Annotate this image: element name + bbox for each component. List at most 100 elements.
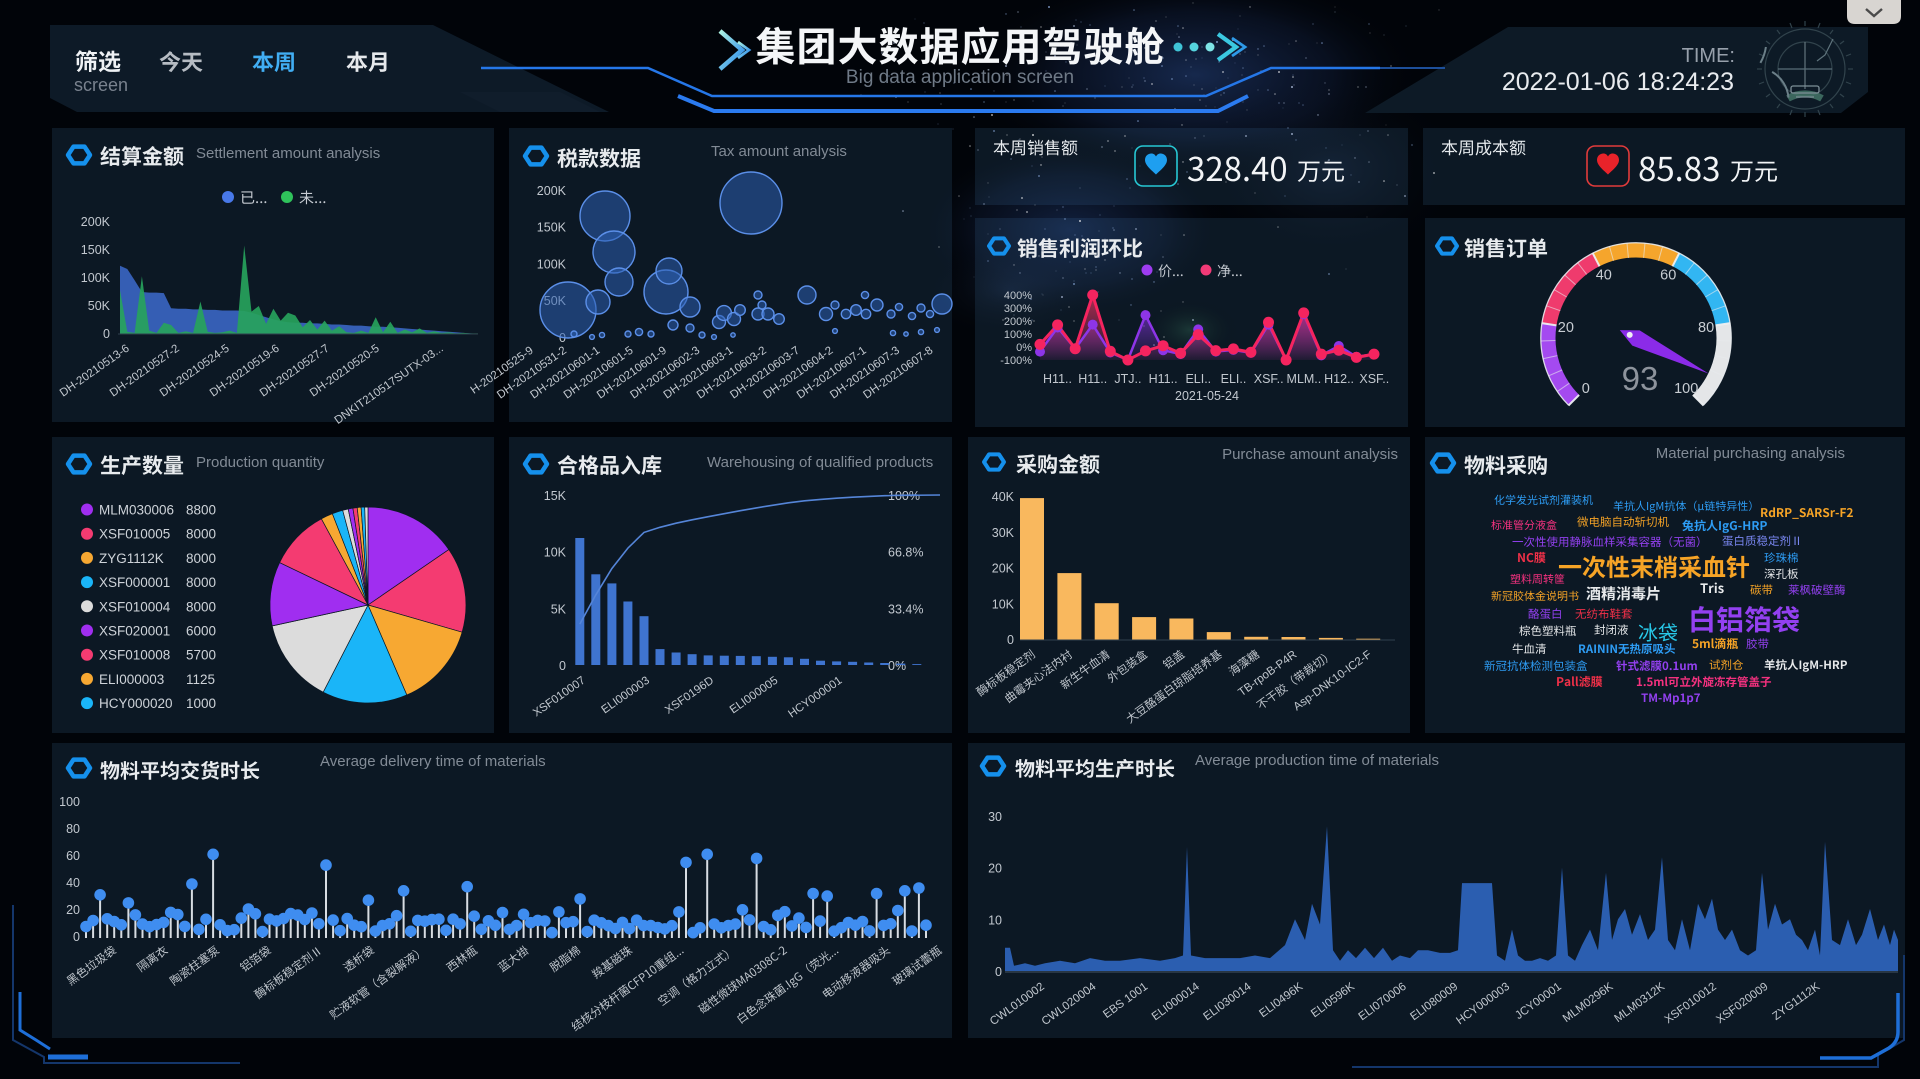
- svg-text:ELI030014: ELI030014: [1201, 980, 1254, 1023]
- svg-text:400%: 400%: [1004, 290, 1032, 302]
- svg-text:MLM0296K: MLM0296K: [1561, 981, 1616, 1025]
- svg-text:0: 0: [995, 965, 1002, 979]
- svg-text:XSF..: XSF..: [1359, 372, 1389, 386]
- svg-text:XSF020009: XSF020009: [1714, 981, 1770, 1026]
- svg-text:MLM..: MLM..: [1287, 372, 1322, 386]
- svg-text:Warehousing of qualified produ: Warehousing of qualified products: [707, 454, 933, 471]
- svg-text:10: 10: [988, 913, 1002, 927]
- svg-text:ELI070006: ELI070006: [1357, 981, 1409, 1023]
- svg-text:HCY000003: HCY000003: [1454, 981, 1512, 1028]
- svg-text:8800: 8800: [186, 503, 216, 518]
- svg-text:10K: 10K: [544, 546, 567, 560]
- svg-text:2021-05-24: 2021-05-24: [1175, 389, 1239, 403]
- svg-text:Settlement amount analysis: Settlement amount analysis: [196, 145, 380, 162]
- svg-text:Production quantity: Production quantity: [196, 454, 325, 471]
- svg-text:20: 20: [1558, 320, 1574, 336]
- svg-text:XSF000001: XSF000001: [99, 575, 170, 590]
- svg-text:5700: 5700: [186, 648, 216, 663]
- svg-text:1125: 1125: [186, 672, 215, 687]
- svg-text:0: 0: [1582, 381, 1590, 397]
- svg-text:80: 80: [1698, 320, 1714, 336]
- svg-text:30: 30: [988, 810, 1002, 824]
- svg-text:100K: 100K: [537, 257, 567, 271]
- svg-text:50K: 50K: [88, 299, 111, 313]
- svg-text:MLM030006: MLM030006: [99, 503, 174, 518]
- svg-text:ELI000014: ELI000014: [1150, 980, 1203, 1023]
- svg-text:150K: 150K: [537, 221, 567, 235]
- svg-text:Average production time of mat: Average production time of materials: [1195, 752, 1439, 769]
- svg-text:60: 60: [1660, 268, 1676, 284]
- svg-text:8000: 8000: [186, 599, 216, 614]
- svg-text:XSF010008: XSF010008: [99, 648, 170, 663]
- svg-text:ZYG1112K: ZYG1112K: [1771, 981, 1823, 1023]
- svg-text:ELI..: ELI..: [1185, 372, 1211, 386]
- svg-text:ELI000005: ELI000005: [728, 675, 780, 717]
- svg-text:0: 0: [103, 327, 110, 341]
- svg-text:XSF010005: XSF010005: [99, 527, 170, 542]
- svg-text:ELI..: ELI..: [1221, 372, 1247, 386]
- svg-text:DNKIT210517SUTX-03...: DNKIT210517SUTX-03...: [333, 343, 446, 427]
- svg-text:HCY000001: HCY000001: [786, 675, 844, 721]
- svg-text:40: 40: [1596, 268, 1612, 284]
- svg-text:Purchase amount analysis: Purchase amount analysis: [1222, 446, 1398, 463]
- svg-text:80: 80: [66, 822, 80, 836]
- svg-text:33.4%: 33.4%: [888, 602, 923, 616]
- svg-text:Asp-DNK10-IC2-F: Asp-DNK10-IC2-F: [1291, 649, 1374, 714]
- svg-text:XSF0196D: XSF0196D: [663, 675, 716, 717]
- svg-text:100: 100: [1674, 381, 1698, 397]
- svg-text:ELI0496K: ELI0496K: [1257, 981, 1305, 1021]
- svg-text:15K: 15K: [544, 489, 567, 503]
- svg-text:CWL020004: CWL020004: [1040, 980, 1099, 1028]
- svg-text:100%: 100%: [1004, 329, 1032, 341]
- svg-text:TIME:: TIME:: [1682, 45, 1735, 67]
- svg-text:XSF020001: XSF020001: [99, 624, 170, 639]
- svg-text:30K: 30K: [992, 526, 1015, 540]
- svg-text:-100%: -100%: [1000, 355, 1032, 367]
- svg-text:Material purchasing analysis: Material purchasing analysis: [1656, 445, 1845, 462]
- svg-text:XSF..: XSF..: [1254, 372, 1284, 386]
- svg-text:ELI000003: ELI000003: [599, 675, 651, 717]
- svg-text:300%: 300%: [1004, 303, 1032, 315]
- svg-text:Average delivery time of mater: Average delivery time of materials: [320, 753, 546, 770]
- svg-text:ELI0596K: ELI0596K: [1309, 981, 1357, 1021]
- svg-text:H12..: H12..: [1324, 372, 1354, 386]
- svg-text:8000: 8000: [186, 551, 216, 566]
- svg-text:40K: 40K: [992, 490, 1015, 504]
- svg-text:XSF010007: XSF010007: [531, 675, 588, 720]
- svg-text:150K: 150K: [81, 243, 111, 257]
- svg-text:8000: 8000: [186, 575, 216, 590]
- svg-text:20K: 20K: [992, 562, 1015, 576]
- svg-text:0%: 0%: [888, 659, 906, 673]
- svg-text:60: 60: [66, 849, 80, 863]
- svg-text:0: 0: [559, 659, 566, 673]
- svg-text:200K: 200K: [81, 215, 111, 229]
- svg-text:H11..: H11..: [1078, 372, 1107, 386]
- svg-text:Big data application screen: Big data application screen: [846, 67, 1074, 88]
- svg-text:ELI080009: ELI080009: [1408, 981, 1460, 1023]
- svg-text:H11..: H11..: [1149, 372, 1178, 386]
- svg-text:200%: 200%: [1004, 316, 1032, 328]
- svg-text:200K: 200K: [537, 184, 567, 198]
- svg-text:TB-rpoB-P4R: TB-rpoB-P4R: [1236, 649, 1299, 699]
- svg-text:6000: 6000: [186, 624, 216, 639]
- svg-text:0: 0: [1007, 633, 1014, 647]
- svg-text:40: 40: [66, 876, 80, 890]
- svg-text:100: 100: [59, 795, 80, 809]
- svg-text:0%: 0%: [1016, 342, 1032, 354]
- svg-text:5K: 5K: [551, 602, 567, 616]
- svg-text:20: 20: [988, 862, 1002, 876]
- svg-text:0: 0: [73, 930, 80, 944]
- svg-text:MLM0312K: MLM0312K: [1613, 981, 1668, 1025]
- svg-text:EBS 1001: EBS 1001: [1101, 981, 1150, 1021]
- svg-text:10K: 10K: [992, 597, 1015, 611]
- svg-text:HCY000020: HCY000020: [99, 696, 173, 711]
- svg-text:H11..: H11..: [1043, 372, 1072, 386]
- svg-text:XSF010012: XSF010012: [1663, 981, 1719, 1026]
- svg-text:66.8%: 66.8%: [888, 546, 923, 560]
- svg-text:XSF010004: XSF010004: [99, 599, 171, 614]
- svg-text:ZYG1112K: ZYG1112K: [99, 551, 164, 566]
- svg-text:1000: 1000: [186, 696, 216, 711]
- svg-text:20: 20: [66, 903, 80, 917]
- svg-text:93: 93: [1622, 360, 1659, 397]
- svg-text:JTJ..: JTJ..: [1114, 372, 1141, 386]
